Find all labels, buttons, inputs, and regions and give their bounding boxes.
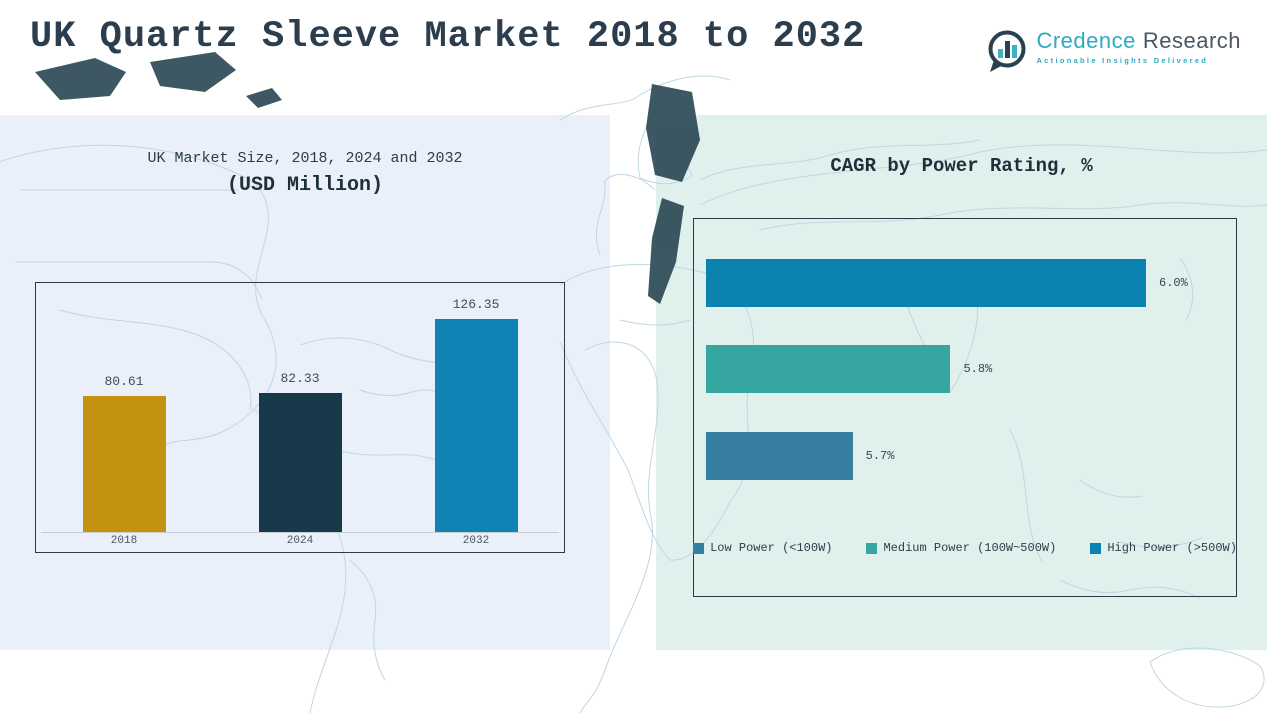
bar-medium-power[interactable] [706,345,951,393]
tick-2024: 2024 [286,535,314,547]
legend-label: Medium Power (100W~500W) [883,541,1057,555]
vertical-chart-plot-area: 80.61 82.33 126.35 [36,283,564,532]
bar-value-label: 126.35 [452,297,500,312]
bar-row-medium-power: 5.8% [706,345,992,393]
legend-swatch-medium-power [866,542,878,554]
page-title: UK Quartz Sleeve Market 2018 to 2032 [30,16,866,58]
brand-name-primary: Credence [1036,28,1136,53]
vertical-chart-title-line: UK Market Size, 2018, 2024 and 2032 [147,150,463,167]
bar-2024[interactable] [258,393,342,532]
bar-value-label: 5.8% [963,362,993,376]
bar-value-label: 80.61 [104,374,144,390]
cagr-bar-chart: 6.0% 5.8% 5.7% Low Power (<100W) Medium … [693,218,1237,597]
vertical-chart-subtitle: (USD Million) [226,174,384,197]
tick-2018: 2018 [110,535,138,547]
legend-item-low-power: Low Power (<100W) [693,541,832,555]
market-size-bar-chart: 80.61 82.33 126.35 2018 2024 2032 [35,282,565,553]
bar-group-2018: 80.61 [36,283,212,532]
chart-legend: Low Power (<100W) Medium Power (100W~500… [693,541,1237,555]
bar-row-low-power: 5.7% [706,432,894,480]
horizontal-chart-title: CAGR by Power Rating, % [830,155,1093,177]
x-axis-line [41,532,559,533]
legend-label: Low Power (<100W) [710,541,833,555]
x-axis-tick-labels: 2018 2024 2032 [36,535,564,547]
tick-2032: 2032 [462,535,490,547]
bar-value-label: 5.7% [865,449,895,463]
bar-2032[interactable] [434,319,518,532]
vertical-chart-title: UK Market Size, 2018, 2024 and 2032 (USD… [0,150,610,197]
bar-group-2032: 126.35 [388,283,564,532]
brand-tagline: Actionable Insights Delivered [1036,56,1209,65]
bar-group-2024: 82.33 [212,283,388,532]
bar-chart-speech-bubble-icon [988,30,1026,72]
brand-logo: Credence Research Actionable Insights Del… [984,28,1241,74]
legend-label: High Power (>500W) [1107,541,1237,555]
legend-swatch-high-power [1090,542,1102,554]
bar-row-high-power: 6.0% [706,259,1188,307]
bar-low-power[interactable] [706,432,853,480]
bar-value-label: 6.0% [1159,276,1188,290]
bar-value-label: 82.33 [280,371,320,387]
bar-2018[interactable] [82,396,166,532]
brand-name: Credence Research [1036,28,1241,54]
brand-name-secondary: Research [1142,28,1241,53]
legend-item-high-power: High Power (>500W) [1090,541,1237,555]
legend-swatch-low-power [693,542,705,554]
legend-item-medium-power: Medium Power (100W~500W) [866,541,1056,555]
bar-high-power[interactable] [706,259,1146,307]
